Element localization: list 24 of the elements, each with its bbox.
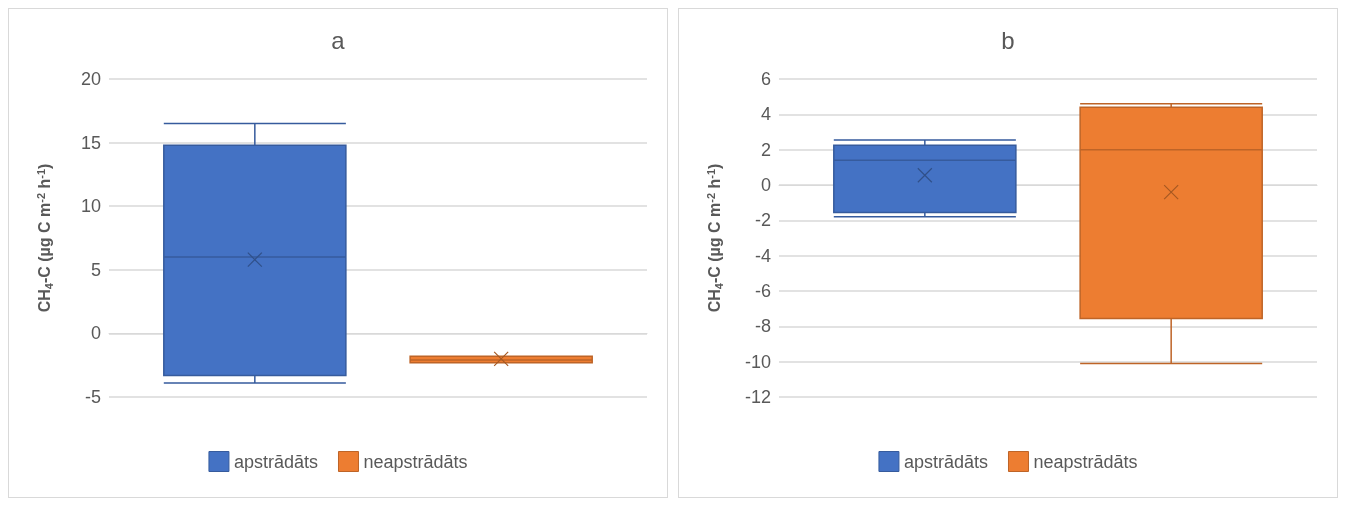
y-tick-label: 2 bbox=[760, 139, 771, 160]
y-tick-label: -2 bbox=[754, 210, 771, 231]
y-tick-label: 15 bbox=[80, 132, 101, 153]
y-tick-label: -8 bbox=[754, 316, 771, 337]
y-tick-label: -12 bbox=[744, 387, 771, 407]
y-tick-label: 6 bbox=[760, 69, 771, 89]
y-tick-label: 0 bbox=[760, 175, 771, 195]
y-tick-label: 5 bbox=[90, 259, 101, 280]
y-tick-label: 4 bbox=[760, 104, 771, 125]
y-tick-label: 20 bbox=[80, 69, 101, 89]
y-tick-label: -10 bbox=[744, 351, 771, 372]
y-tick-label: -5 bbox=[84, 387, 101, 407]
y-tick-label: 10 bbox=[80, 196, 101, 217]
y-tick-label: -4 bbox=[754, 245, 771, 266]
y-tick-label: 0 bbox=[90, 323, 101, 344]
chart-title: a bbox=[331, 26, 346, 54]
legend-label: apstrādāts bbox=[903, 451, 988, 472]
legend-label: neapstrādāts bbox=[363, 451, 468, 472]
chart-title: b bbox=[1001, 26, 1015, 54]
y-axis-title: CH4-C (µg C m-2 h-1) bbox=[704, 163, 725, 313]
y-tick-label: -6 bbox=[754, 281, 771, 301]
legend-label: apstrādāts bbox=[233, 451, 318, 472]
y-axis-title: CH4-C (µg C m-2 h-1) bbox=[34, 163, 55, 313]
legend-label: neapstrādāts bbox=[1033, 451, 1138, 472]
